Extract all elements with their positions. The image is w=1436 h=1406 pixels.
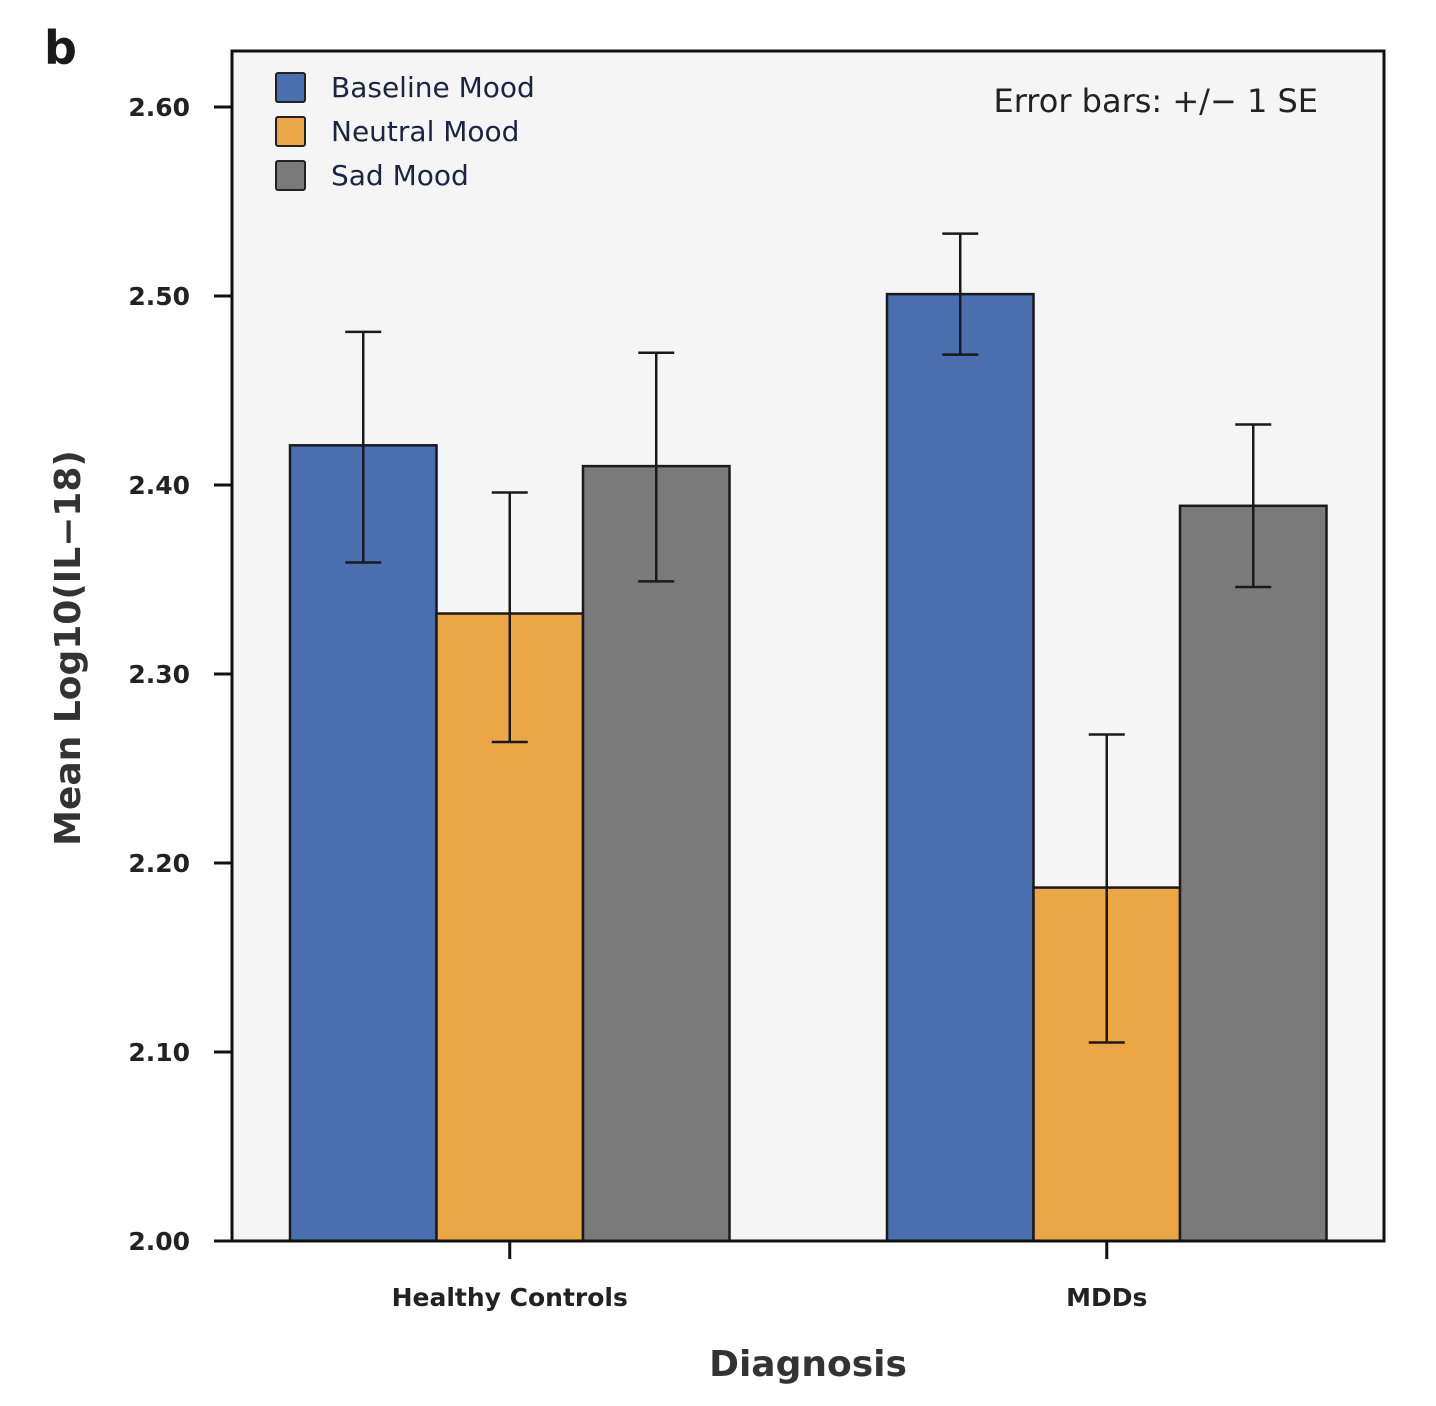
- legend-swatch: [275, 116, 306, 147]
- y-tick-label: 2.60: [128, 93, 190, 122]
- x-axis-title: Diagnosis: [709, 1344, 907, 1385]
- bar-sad-mood-healthy-controls: [581, 464, 731, 1243]
- legend-label: Sad Mood: [331, 159, 469, 192]
- error-bar-sad-mood-mdds: [1235, 423, 1272, 589]
- y-axis-title: Mean Log10(IL−18): [48, 450, 89, 846]
- legend-label: Baseline Mood: [331, 71, 535, 104]
- error-bar-neutral-mood-mdds: [1088, 733, 1125, 1044]
- y-tick-label: 2.50: [128, 282, 190, 311]
- error-bars-note: Error bars: +/− 1 SE: [993, 82, 1318, 120]
- bar-baseline-mood-mdds: [885, 292, 1035, 1243]
- bar-baseline-mood-healthy-controls: [288, 444, 438, 1243]
- y-tick-label: 2.20: [128, 849, 190, 878]
- y-tick-label: 2.40: [128, 471, 190, 500]
- bars-layer: [288, 292, 1328, 1243]
- y-ticks: 2.00 2.10 2.20 2.30 2.40 2.50 2.60: [128, 93, 232, 1256]
- legend-item: Sad Mood: [275, 159, 469, 192]
- error-bar-neutral-mood-healthy-controls: [491, 491, 528, 744]
- panel-label: b: [44, 21, 77, 75]
- y-tick-label: 2.30: [128, 660, 190, 689]
- y-tick-label: 2.00: [128, 1227, 190, 1256]
- x-tick-label: MDDs: [1066, 1283, 1147, 1312]
- x-ticks: Healthy Controls MDDs: [392, 1241, 1147, 1312]
- error-bar-baseline-mood-mdds: [942, 232, 979, 356]
- error-bars-layer: [345, 232, 1272, 1044]
- error-bar-baseline-mood-healthy-controls: [345, 330, 382, 564]
- error-bar-sad-mood-healthy-controls: [638, 351, 675, 583]
- x-tick-label: Healthy Controls: [392, 1283, 628, 1312]
- legend-item: Baseline Mood: [275, 71, 535, 104]
- bar-sad-mood-mdds: [1178, 504, 1328, 1243]
- legend-label: Neutral Mood: [331, 115, 519, 148]
- legend-swatch: [275, 72, 306, 103]
- legend-swatch: [275, 160, 306, 191]
- legend-item: Neutral Mood: [275, 115, 519, 148]
- legend: Baseline Mood Neutral Mood Sad Mood: [275, 71, 535, 192]
- y-tick-label: 2.10: [128, 1038, 190, 1067]
